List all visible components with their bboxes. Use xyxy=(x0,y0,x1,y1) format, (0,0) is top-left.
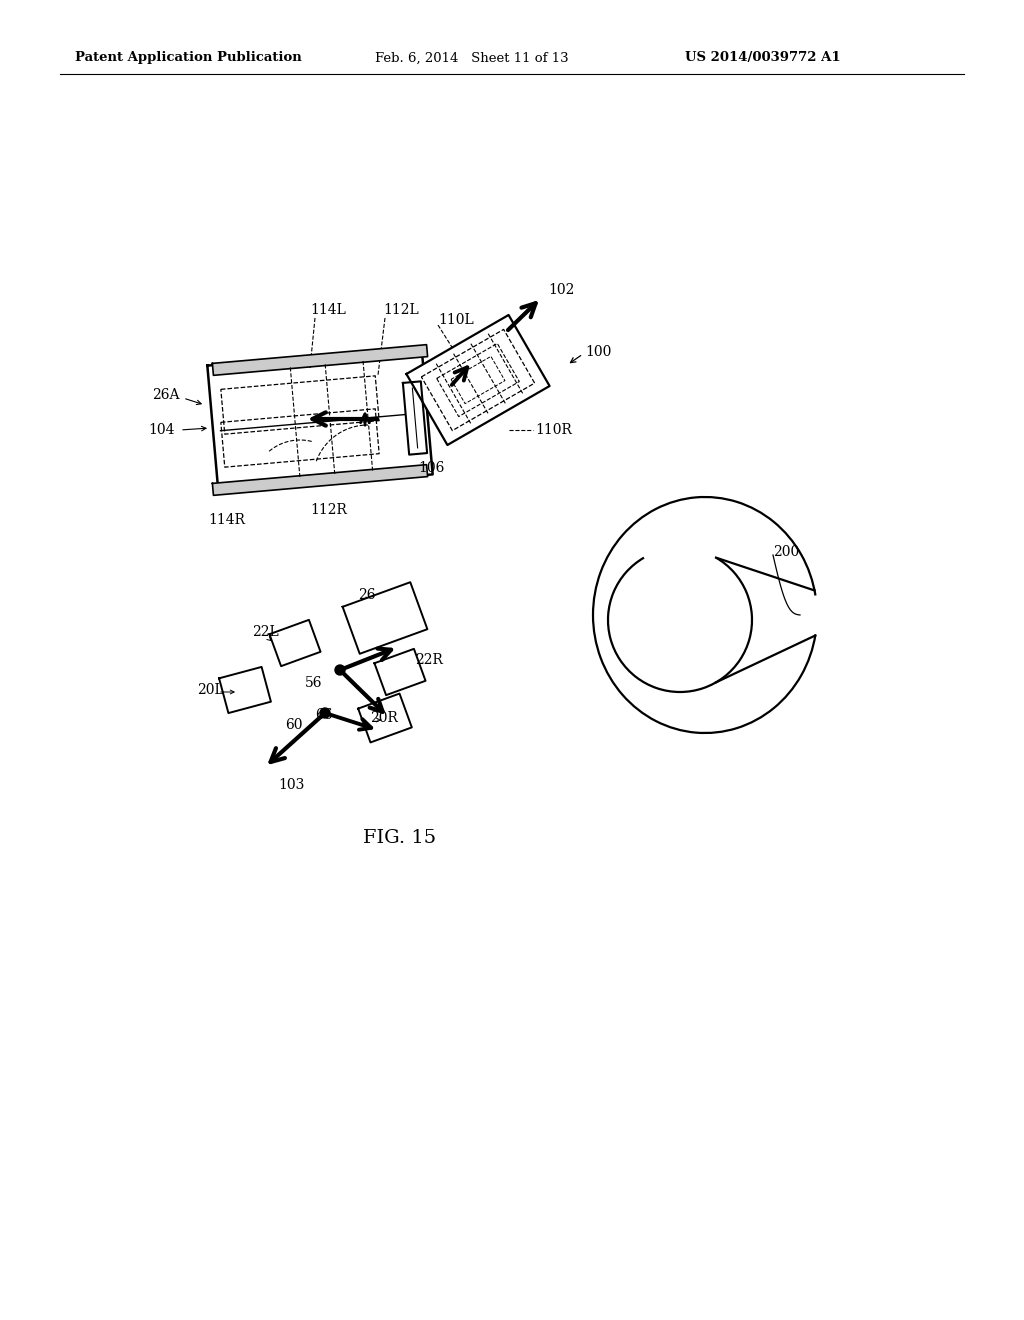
Text: 22R: 22R xyxy=(415,653,442,667)
Polygon shape xyxy=(343,582,427,653)
Text: 56: 56 xyxy=(305,676,323,690)
Text: 110L: 110L xyxy=(438,313,474,327)
Text: 20R: 20R xyxy=(370,711,398,725)
Text: Patent Application Publication: Patent Application Publication xyxy=(75,51,302,65)
Text: US 2014/0039772 A1: US 2014/0039772 A1 xyxy=(685,51,841,65)
Text: 26: 26 xyxy=(358,587,376,602)
Text: 66: 66 xyxy=(315,708,333,722)
Text: 103: 103 xyxy=(278,777,304,792)
Text: 102: 102 xyxy=(548,282,574,297)
Polygon shape xyxy=(219,667,271,713)
Polygon shape xyxy=(358,693,412,742)
Circle shape xyxy=(335,665,345,675)
Text: 114L: 114L xyxy=(310,304,346,317)
Circle shape xyxy=(319,708,330,718)
Text: 20L: 20L xyxy=(197,682,224,697)
Polygon shape xyxy=(269,620,321,667)
Text: 114R: 114R xyxy=(208,513,245,527)
Text: 26A: 26A xyxy=(152,388,179,403)
Text: 112L: 112L xyxy=(383,304,419,317)
Text: 200: 200 xyxy=(773,545,800,558)
Text: 100: 100 xyxy=(585,345,611,359)
Polygon shape xyxy=(375,649,426,696)
Text: 112R: 112R xyxy=(310,503,347,517)
Text: Feb. 6, 2014   Sheet 11 of 13: Feb. 6, 2014 Sheet 11 of 13 xyxy=(375,51,568,65)
Text: FIG. 15: FIG. 15 xyxy=(364,829,436,847)
Text: 60: 60 xyxy=(285,718,302,733)
Polygon shape xyxy=(402,381,427,454)
Text: 22L: 22L xyxy=(252,624,279,639)
Polygon shape xyxy=(212,345,428,375)
Polygon shape xyxy=(207,347,433,494)
Polygon shape xyxy=(407,315,550,445)
Text: 104: 104 xyxy=(148,422,174,437)
Text: 106: 106 xyxy=(418,461,444,475)
Polygon shape xyxy=(212,465,428,495)
Text: 110R: 110R xyxy=(535,422,571,437)
